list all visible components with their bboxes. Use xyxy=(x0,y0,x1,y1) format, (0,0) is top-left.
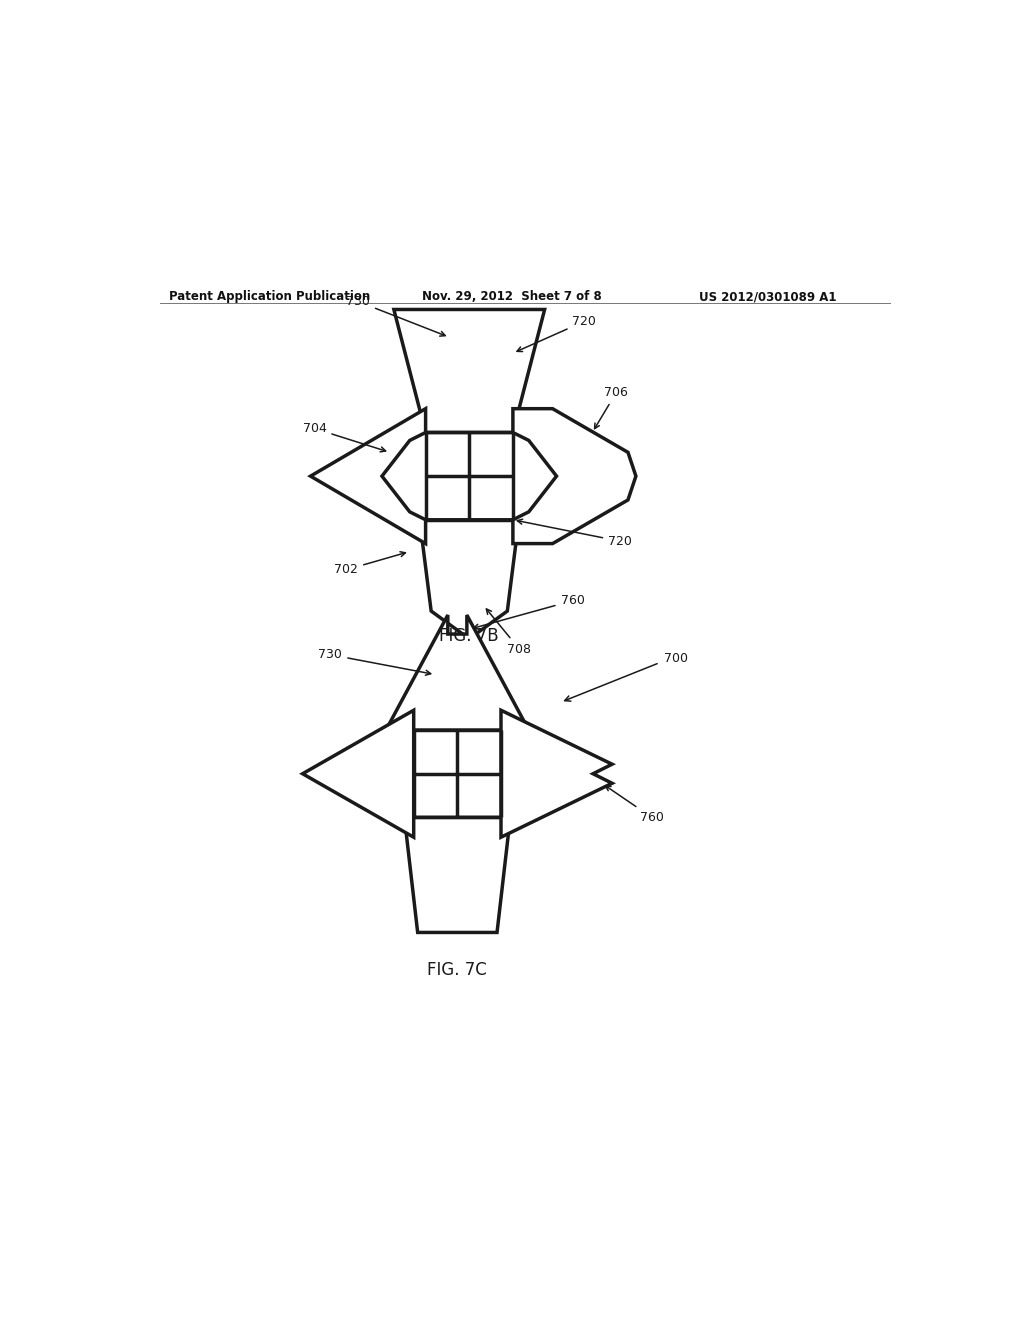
Text: US 2012/0301089 A1: US 2012/0301089 A1 xyxy=(699,290,837,304)
Text: 730: 730 xyxy=(318,648,431,676)
Polygon shape xyxy=(513,409,636,544)
Text: 708: 708 xyxy=(486,609,531,656)
Text: 706: 706 xyxy=(595,387,628,429)
Text: 760: 760 xyxy=(605,785,664,824)
Text: FIG. 7C: FIG. 7C xyxy=(427,961,487,978)
Text: Nov. 29, 2012  Sheet 7 of 8: Nov. 29, 2012 Sheet 7 of 8 xyxy=(422,290,601,304)
Polygon shape xyxy=(310,409,426,544)
Polygon shape xyxy=(501,710,612,837)
Polygon shape xyxy=(394,309,545,433)
Polygon shape xyxy=(386,615,528,730)
Text: Patent Application Publication: Patent Application Publication xyxy=(169,290,371,304)
Text: 720: 720 xyxy=(517,519,632,548)
Polygon shape xyxy=(422,520,517,639)
Text: 702: 702 xyxy=(334,552,406,577)
Text: FIG. 7B: FIG. 7B xyxy=(439,627,499,645)
Text: 704: 704 xyxy=(303,422,386,451)
Text: 700: 700 xyxy=(664,652,688,665)
Text: 760: 760 xyxy=(473,594,585,630)
Polygon shape xyxy=(303,710,414,837)
Text: 730: 730 xyxy=(346,296,445,337)
Text: 720: 720 xyxy=(517,315,596,351)
Polygon shape xyxy=(406,817,509,932)
